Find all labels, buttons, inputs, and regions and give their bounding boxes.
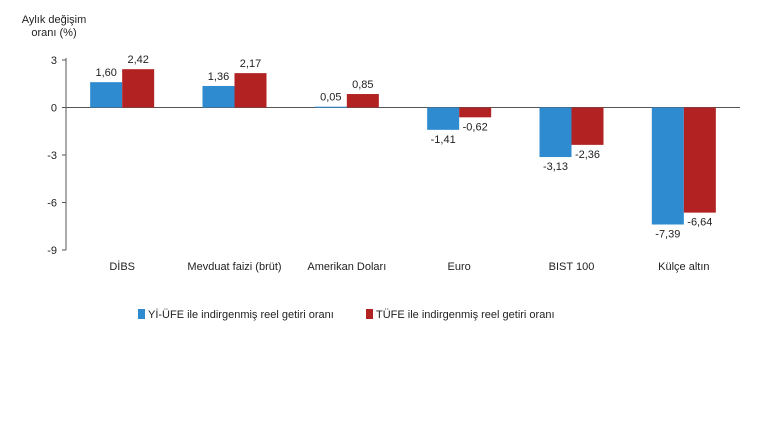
y-axis-title-line: oranı (%) [31, 27, 76, 39]
y-tick-label: -9 [47, 245, 57, 257]
legend-swatch [366, 309, 373, 319]
data-label: 1,36 [208, 71, 229, 83]
legend: Yİ-ÜFE ile indirgenmiş reel getiri oranı… [138, 308, 555, 321]
data-label: -6,64 [687, 217, 712, 229]
bar-yi-ufe [539, 107, 572, 158]
y-tick-label: 0 [51, 103, 57, 115]
bar-tufe [234, 73, 267, 108]
bar-tufe [122, 69, 155, 108]
data-label: -2,36 [575, 149, 600, 161]
bar-yi-ufe [427, 107, 460, 130]
category-label: BIST 100 [549, 261, 595, 273]
data-label: -7,39 [655, 229, 680, 241]
bars [90, 69, 716, 225]
category-label: Mevduat faizi (brüt) [187, 261, 281, 273]
bar-yi-ufe [90, 82, 123, 108]
data-label: -3,13 [543, 161, 568, 173]
legend-label: Yİ-ÜFE ile indirgenmiş reel getiri oranı [148, 308, 334, 321]
bar-yi-ufe [202, 85, 235, 108]
y-tick-label: -6 [47, 198, 57, 210]
bar-yi-ufe [651, 107, 684, 225]
legend-label: TÜFE ile indirgenmiş reel getiri oranı [376, 309, 555, 321]
data-label: -1,41 [431, 134, 456, 146]
bar-tufe [346, 94, 379, 108]
data-label: 1,60 [95, 67, 116, 79]
data-labels: 1,602,421,362,170,050,85-1,41-0,62-3,13-… [95, 54, 712, 240]
category-label: Euro [448, 261, 471, 273]
data-label: 2,17 [240, 58, 261, 70]
data-label: 0,85 [352, 79, 373, 91]
y-tick-label: 3 [51, 55, 57, 67]
legend-swatch [138, 309, 145, 319]
axes [65, 58, 740, 250]
bar-tufe [459, 107, 492, 118]
category-label: Amerikan Doları [307, 261, 386, 273]
data-label: -0,62 [463, 121, 488, 133]
y-axis-ticks: 3 0 -3 -6 -9 [47, 55, 66, 257]
y-axis-title-line: Aylık değişim [22, 14, 87, 26]
category-labels: DİBS Mevduat faizi (brüt) Amerikan Doları E… [109, 260, 709, 273]
y-tick-label: -3 [47, 150, 57, 162]
bar-tufe [683, 107, 716, 213]
data-label: 0,05 [320, 92, 341, 104]
category-label: Külçe altın [658, 261, 709, 273]
bar-yi-ufe [314, 106, 347, 108]
bar-tufe [571, 107, 604, 145]
category-label: DİBS [109, 260, 135, 273]
data-label: 2,42 [127, 54, 148, 66]
